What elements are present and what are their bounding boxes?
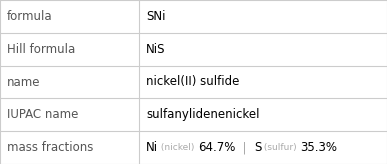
Text: SNi: SNi bbox=[146, 10, 166, 23]
Text: 64.7%: 64.7% bbox=[198, 141, 235, 154]
Text: (nickel): (nickel) bbox=[158, 143, 198, 152]
Text: 35.3%: 35.3% bbox=[300, 141, 337, 154]
Text: Ni: Ni bbox=[146, 141, 158, 154]
Text: mass fractions: mass fractions bbox=[7, 141, 93, 154]
Text: S: S bbox=[254, 141, 262, 154]
Text: Hill formula: Hill formula bbox=[7, 43, 75, 56]
Text: NiS: NiS bbox=[146, 43, 166, 56]
Text: nickel(II) sulfide: nickel(II) sulfide bbox=[146, 75, 240, 89]
Text: formula: formula bbox=[7, 10, 53, 23]
Text: IUPAC name: IUPAC name bbox=[7, 108, 79, 121]
Text: sulfanylidenenickel: sulfanylidenenickel bbox=[146, 108, 260, 121]
Text: (sulfur): (sulfur) bbox=[262, 143, 300, 152]
Text: |: | bbox=[235, 141, 254, 154]
Text: name: name bbox=[7, 75, 41, 89]
